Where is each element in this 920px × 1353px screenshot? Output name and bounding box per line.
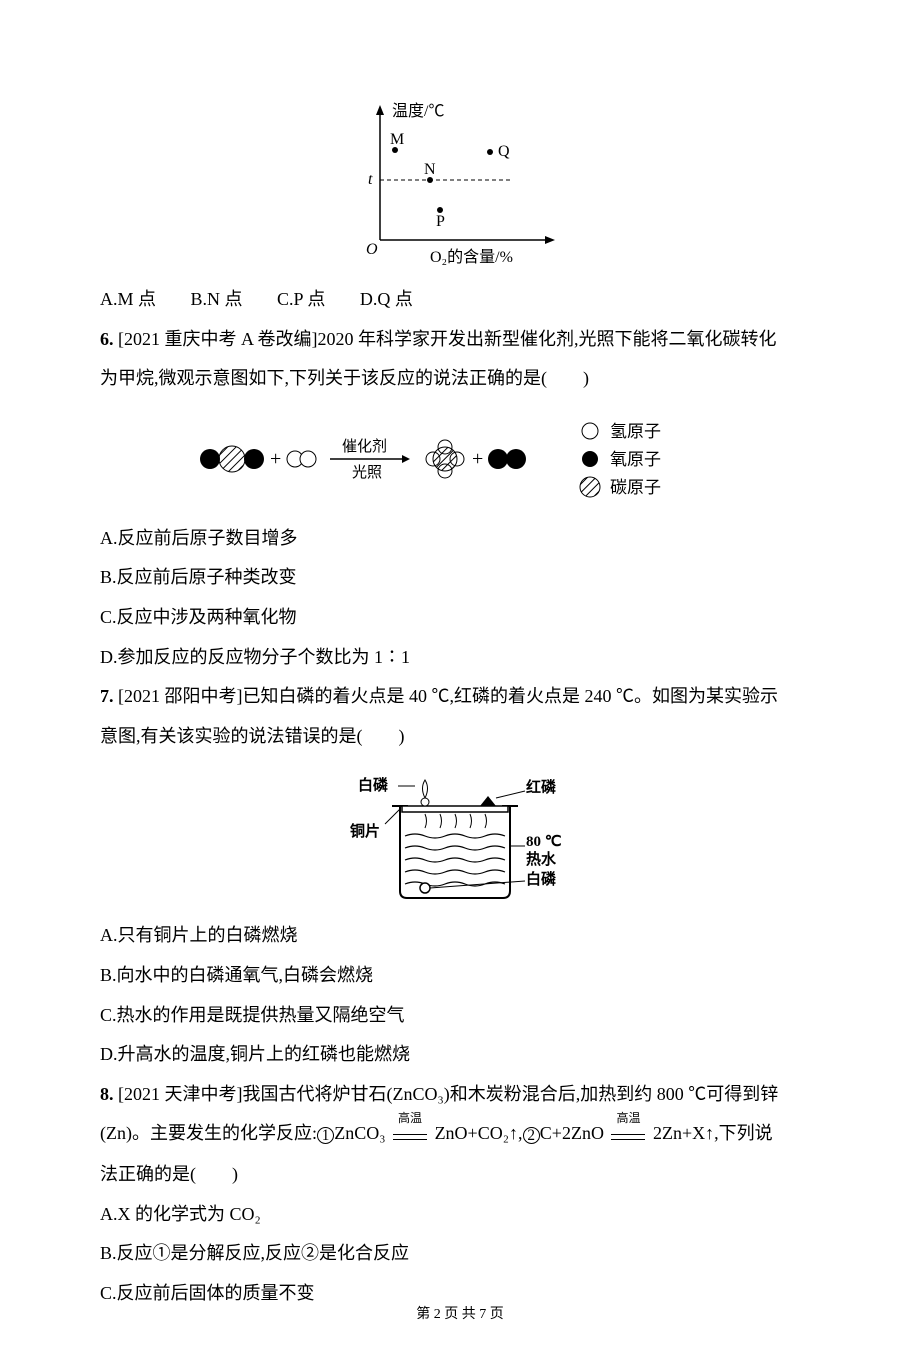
q5-opt-c: C.P 点 [277, 289, 325, 309]
q6-text1: [2021 重庆中考 A 卷改编]2020 年科学家开发出新型催化剂,光照下能将… [114, 329, 777, 349]
q5-opt-d: D.Q 点 [360, 289, 413, 309]
circled-2: 2 [523, 1127, 540, 1144]
q7-opt-d: D.升高水的温度,铜片上的红磷也能燃烧 [100, 1035, 820, 1075]
label-white-top: 白磷 [358, 776, 389, 794]
q7-opt-a: A.只有铜片上的白磷燃烧 [100, 916, 820, 956]
circled-1: 1 [317, 1127, 334, 1144]
point-q: Q [498, 143, 510, 160]
q5-options: A.M 点 B.N 点 C.P 点 D.Q 点 [100, 280, 820, 320]
eq1-rhs: ZnO+CO₂↑, [435, 1123, 523, 1143]
q6-line1: 6. [2021 重庆中考 A 卷改编]2020 年科学家开发出新型催化剂,光照… [100, 320, 820, 360]
label-hot: 热水 [526, 850, 557, 868]
point-n: N [424, 161, 436, 178]
q8-number: 8. [100, 1084, 114, 1104]
x-axis-label: O₂的含量/% [430, 248, 513, 266]
eq-cond-2: 高温 [608, 1105, 648, 1131]
q8-text1: [2021 天津中考]我国古代将炉甘石(ZnCO₃)和木炭粉混合后,加热到约 8… [114, 1084, 779, 1104]
q8-line2-pre: (Zn)。主要发生的化学反应: [100, 1123, 317, 1143]
q6-number: 6. [100, 329, 114, 349]
q5-opt-a: A.M 点 [100, 289, 156, 309]
reaction-cond-top: 催化剂 [342, 438, 387, 455]
eq2-lhs: C+2ZnO [540, 1123, 604, 1143]
legend-o: 氧原子 [610, 450, 661, 469]
eq1-lhs: ZnCO₃ [334, 1123, 385, 1143]
q7-number: 7. [100, 686, 114, 706]
svg-text:+: + [270, 448, 281, 470]
q8-line1: 8. [2021 天津中考]我国古代将炉甘石(ZnCO₃)和木炭粉混合后,加热到… [100, 1075, 820, 1115]
q5-opt-b: B.N 点 [191, 289, 243, 309]
q8-opt-a: A.X 的化学式为 CO₂ [100, 1195, 820, 1235]
page-footer: 第 2 页 共 7 页 [0, 1303, 920, 1323]
q7-line1: 7. [2021 邵阳中考]已知白磷的着火点是 40 ℃,红磷的着火点是 240… [100, 677, 820, 717]
label-cu: 铜片 [350, 822, 380, 840]
ylabel-t: t [368, 171, 373, 188]
q6-opt-a: A.反应前后原子数目增多 [100, 519, 820, 559]
svg-text:+: + [472, 448, 483, 470]
q6-opt-d: D.参加反应的反应物分子个数比为 1∶1 [100, 638, 820, 678]
q7-opt-b: B.向水中的白磷通氧气,白磷会燃烧 [100, 956, 820, 996]
reaction-cond-bottom: 光照 [352, 464, 382, 481]
q7-opt-c: C.热水的作用是既提供热量又隔绝空气 [100, 996, 820, 1036]
legend-h: 氢原子 [610, 422, 661, 441]
q8-line3: 法正确的是( ) [100, 1155, 820, 1195]
origin-label: O [366, 241, 378, 258]
q6-opt-b: B.反应前后原子种类改变 [100, 558, 820, 598]
y-axis-label: 温度/℃ [392, 102, 444, 120]
q7-line2: 意图,有关该实验的说法错误的是( ) [100, 717, 820, 757]
q8-opt-b: B.反应①是分解反应,反应②是化合反应 [100, 1234, 820, 1274]
label-temp: 80 ℃ [526, 834, 562, 850]
q5-figure: t O 温度/℃ O₂的含量/% M N P Q [100, 90, 820, 270]
q7-text1: [2021 邵阳中考]已知白磷的着火点是 40 ℃,红磷的着火点是 240 ℃。… [114, 686, 779, 706]
point-p: P [436, 213, 445, 230]
point-m: M [390, 131, 404, 148]
legend-c: 碳原子 [610, 478, 661, 497]
eq-cond-1: 高温 [390, 1105, 430, 1131]
q7-figure: 白磷 红磷 铜片 80 ℃ 热水 白磷 [100, 766, 820, 906]
q8-line2: (Zn)。主要发生的化学反应:1ZnCO₃ 高温 ZnO+CO₂↑,2C+2Zn… [100, 1114, 820, 1155]
eq2-rhs: 2Zn+X↑,下列说 [653, 1123, 773, 1143]
label-red: 红磷 [526, 778, 557, 796]
q6-opt-c: C.反应中涉及两种氧化物 [100, 598, 820, 638]
q6-line2: 为甲烷,微观示意图如下,下列关于该反应的说法正确的是( ) [100, 359, 820, 399]
q6-figure: + 催化剂 光照 + 氢原子 氧原子 碳原子 [100, 409, 820, 509]
label-white-bottom: 白磷 [526, 870, 557, 888]
